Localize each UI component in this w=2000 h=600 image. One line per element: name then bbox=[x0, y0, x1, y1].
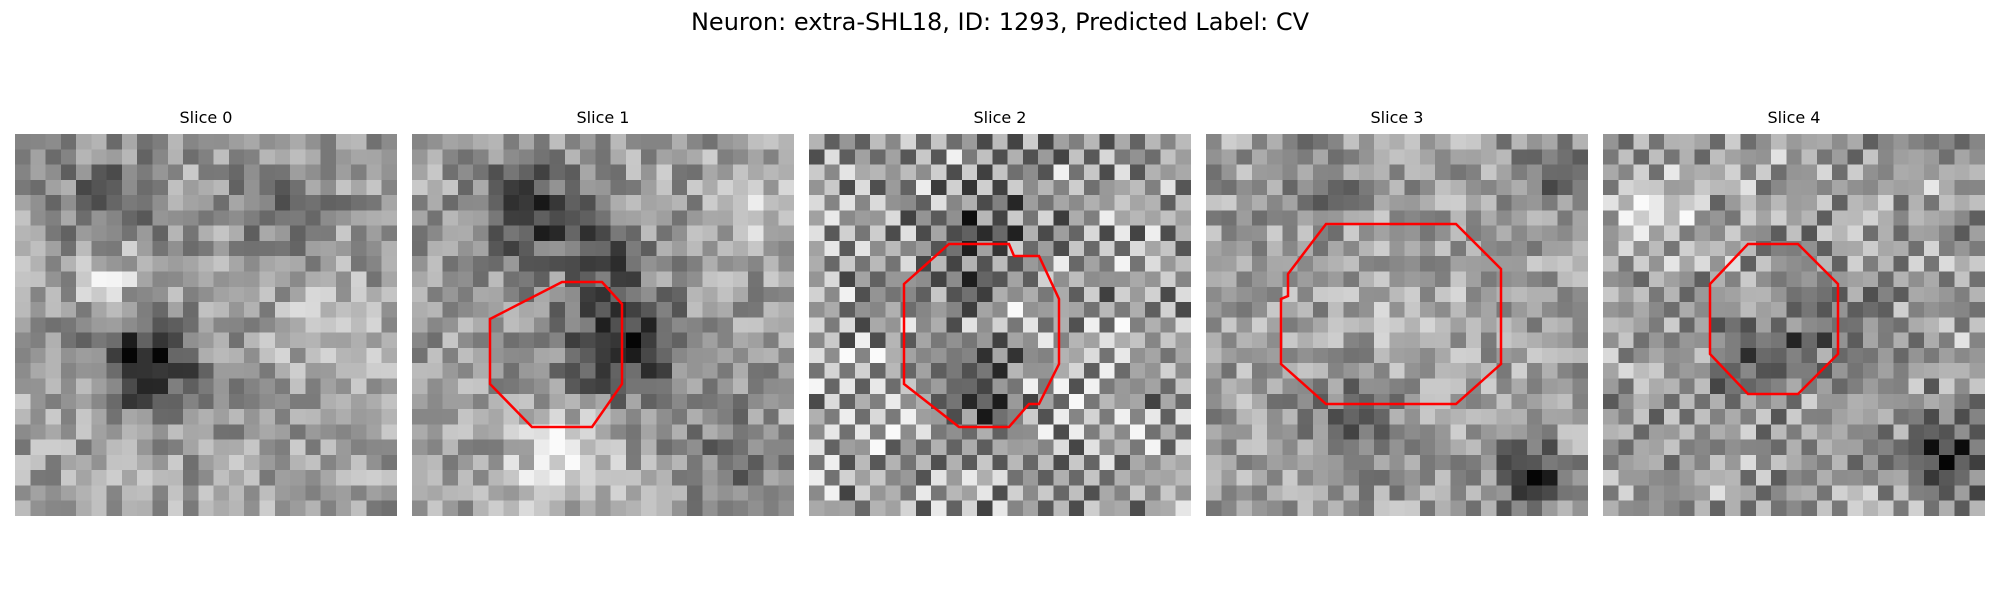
slice-image bbox=[809, 134, 1191, 516]
slice-title: Slice 2 bbox=[973, 108, 1027, 127]
pixel-grid bbox=[15, 134, 397, 516]
roi-contour bbox=[488, 280, 624, 429]
roi-contour bbox=[1708, 242, 1840, 396]
slice-image bbox=[1603, 134, 1985, 516]
roi-contour bbox=[902, 242, 1061, 429]
figure-title: Neuron: extra-SHL18, ID: 1293, Predicted… bbox=[690, 8, 1310, 36]
slice-title: Slice 3 bbox=[1370, 108, 1424, 127]
slice-image bbox=[15, 134, 397, 516]
roi-contour bbox=[1279, 222, 1503, 406]
pixel-grid bbox=[809, 134, 1191, 516]
pixel-grid bbox=[412, 134, 794, 516]
slice-title: Slice 4 bbox=[1767, 108, 1821, 127]
slice-title: Slice 1 bbox=[576, 108, 630, 127]
slice-title: Slice 0 bbox=[179, 108, 233, 127]
pixel-grid bbox=[1603, 134, 1985, 516]
slice-image bbox=[1206, 134, 1588, 516]
slice-image bbox=[412, 134, 794, 516]
pixel-grid bbox=[1206, 134, 1588, 516]
